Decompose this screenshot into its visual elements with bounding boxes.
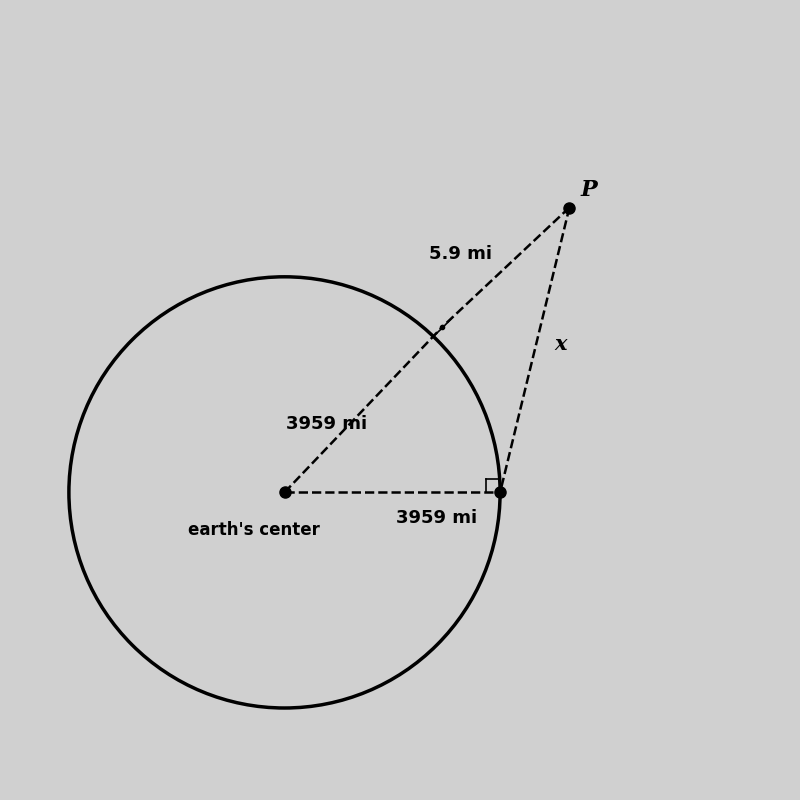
- Text: P: P: [581, 179, 598, 201]
- Text: x: x: [554, 334, 566, 354]
- Text: 3959 mi: 3959 mi: [396, 509, 478, 527]
- Text: 5.9 mi: 5.9 mi: [429, 246, 492, 263]
- Text: earth's center: earth's center: [188, 521, 320, 538]
- Text: 3959 mi: 3959 mi: [286, 415, 367, 433]
